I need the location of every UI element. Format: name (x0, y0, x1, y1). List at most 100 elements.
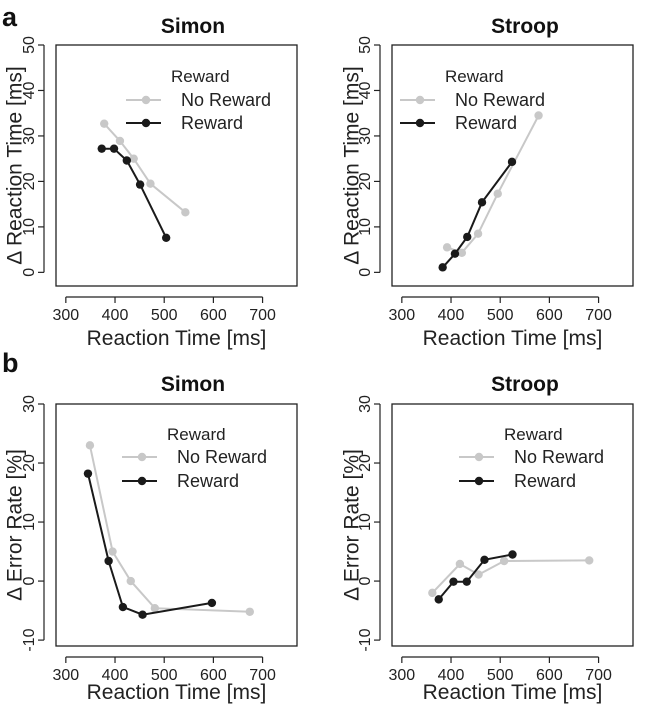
chart-2-series-reward-point (463, 232, 472, 242)
chart-4-plot-frame (391, 403, 634, 647)
chart-3-x-tick-label: 500 (151, 667, 178, 684)
chart-4-x-axis-label: Reaction Time [ms] (423, 681, 603, 704)
chart-3-y-tick-label: 10 (21, 513, 38, 531)
chart-4-x-tick-label: 300 (388, 667, 415, 684)
chart-3-series-reward-point (207, 598, 217, 608)
chart-1-y-tick-label: 30 (21, 127, 38, 145)
chart-3-series-reward-point (104, 556, 113, 566)
chart-1-legend-swatch-point (141, 95, 151, 105)
chart-2-x-tick-label: 400 (438, 307, 465, 324)
chart-2-series-reward-point (477, 198, 487, 207)
chart-4-y-axis-label: Δ Error Rate [%] (341, 449, 364, 601)
chart-1-series-reward-point (97, 144, 106, 153)
chart-1-x-tick-label: 500 (151, 307, 178, 324)
chart-1-y-tick-label: 20 (21, 172, 38, 190)
chart-2-y-tick-label: 40 (357, 81, 374, 99)
chart-1-legend-title: Reward (171, 67, 230, 86)
chart-3-legend-entry: Reward (177, 471, 239, 491)
chart-4-series-no-reward-line (431, 559, 590, 594)
chart-4-series-reward-point (508, 550, 517, 559)
chart-4-series-reward-point (449, 577, 458, 586)
chart-2-legend-entry: Reward (455, 113, 517, 133)
chart-3-x-tick-label: 600 (200, 667, 227, 684)
chart-1-y-tick-label: 10 (21, 218, 38, 236)
chart-4-series-no-reward-point (474, 570, 483, 579)
chart-3-series-reward-point (83, 469, 93, 478)
chart-3-series-reward-point (138, 610, 147, 619)
chart-2-y-tick-label: 20 (357, 172, 374, 190)
chart-2-y-tick-label: 10 (357, 218, 374, 236)
chart-1-y-tick-label: 40 (21, 81, 38, 99)
chart-2-y-tick-label: 0 (357, 268, 374, 277)
chart-3-legend-swatch-point (137, 452, 147, 462)
chart-3-x-tick-label: 300 (52, 667, 79, 684)
chart-2-x-tick-label: 600 (536, 307, 563, 324)
chart-2-legend-entry: No Reward (455, 90, 545, 110)
chart-1-x-tick-label: 400 (102, 307, 129, 324)
chart-2-series-no-reward-point (442, 243, 452, 252)
chart-4-y-tick-label: 10 (357, 513, 374, 531)
chart-2-series-no-reward-point (473, 229, 483, 238)
chart-4-series-no-reward-point (585, 556, 594, 565)
chart-3-series-reward-point (118, 602, 128, 612)
panel-letter-a: a (2, 2, 18, 32)
chart-3-y-tick-label: -10 (21, 628, 38, 651)
chart-3-series-reward-line (87, 473, 213, 616)
chart-2-y-tick-label: 30 (357, 127, 374, 145)
chart-4-legend-entry: Reward (514, 471, 576, 491)
chart-3-x-axis-label: Reaction Time [ms] (87, 681, 267, 704)
chart-2-series-no-reward-point (457, 248, 467, 258)
chart-4-y-tick-label: 20 (357, 454, 374, 472)
chart-4-series-no-reward-point (428, 588, 437, 598)
chart-1-series-no-reward-line (103, 123, 187, 214)
chart-1-series-no-reward-point (100, 119, 109, 128)
chart-4-y-tick-label: 30 (357, 395, 374, 413)
chart-4-series-reward-point (462, 577, 471, 586)
chart-1-series-no-reward-point (181, 208, 190, 217)
chart-1-series-reward-point (109, 144, 119, 153)
chart-4-series-no-reward-point (499, 556, 509, 566)
chart-1-series-no-reward-point (115, 136, 125, 146)
chart-3-x-tick-label: 700 (249, 667, 276, 684)
chart-4-x-tick-label: 700 (585, 667, 612, 684)
chart-3-y-tick-label: 20 (21, 454, 38, 472)
chart-4-y-tick-label: -10 (357, 628, 374, 651)
chart-3-series-no-reward-point (126, 576, 135, 586)
chart-2-series-reward-point (507, 157, 517, 167)
chart-4-legend-swatch-point (474, 476, 484, 486)
chart-3-plot-frame (55, 403, 298, 647)
chart-1-y-tick-label: 0 (21, 268, 38, 277)
chart-3-y-axis-label: Δ Error Rate [%] (4, 449, 27, 601)
chart-4-series-reward-point (434, 595, 443, 604)
chart-3-series-no-reward-point (85, 441, 95, 450)
chart-2-legend-title: Reward (445, 67, 504, 86)
chart-1-plot-frame (55, 44, 298, 287)
chart-1-series-reward-point (122, 156, 132, 165)
chart-4-x-tick-label: 400 (438, 667, 465, 684)
chart-4-x-tick-label: 600 (536, 667, 563, 684)
chart-2-legend-swatch-point (415, 118, 425, 128)
chart-4-x-tick-label: 500 (487, 667, 514, 684)
chart-2-x-tick-label: 700 (585, 307, 612, 324)
chart-2-series-no-reward-point (534, 111, 543, 120)
chart-2-series-reward-point (438, 263, 447, 272)
chart-1-x-tick-label: 300 (52, 307, 79, 324)
chart-4-legend-entry: No Reward (514, 447, 604, 467)
chart-3-legend-title: Reward (167, 425, 226, 444)
chart-4-series-reward-point (480, 555, 489, 565)
chart-1-legend-swatch-point (141, 118, 151, 128)
chart-4-legend-swatch-point (474, 452, 484, 462)
chart-3-title: Simon (161, 373, 225, 396)
chart-1-series-no-reward-point (146, 179, 155, 188)
chart-3-y-tick-label: 0 (21, 577, 38, 586)
chart-3-legend-swatch-point (137, 476, 147, 486)
chart-1-y-tick-label: 50 (21, 36, 38, 54)
chart-3-series-no-reward-point (150, 604, 160, 613)
chart-4-legend-title: Reward (504, 425, 563, 444)
chart-4-title: Stroop (491, 373, 559, 396)
chart-2-series-reward-point (450, 249, 460, 258)
chart-4-y-tick-label: 0 (357, 577, 374, 586)
chart-2-series-no-reward-line (446, 115, 540, 254)
chart-2-x-tick-label: 300 (388, 307, 415, 324)
